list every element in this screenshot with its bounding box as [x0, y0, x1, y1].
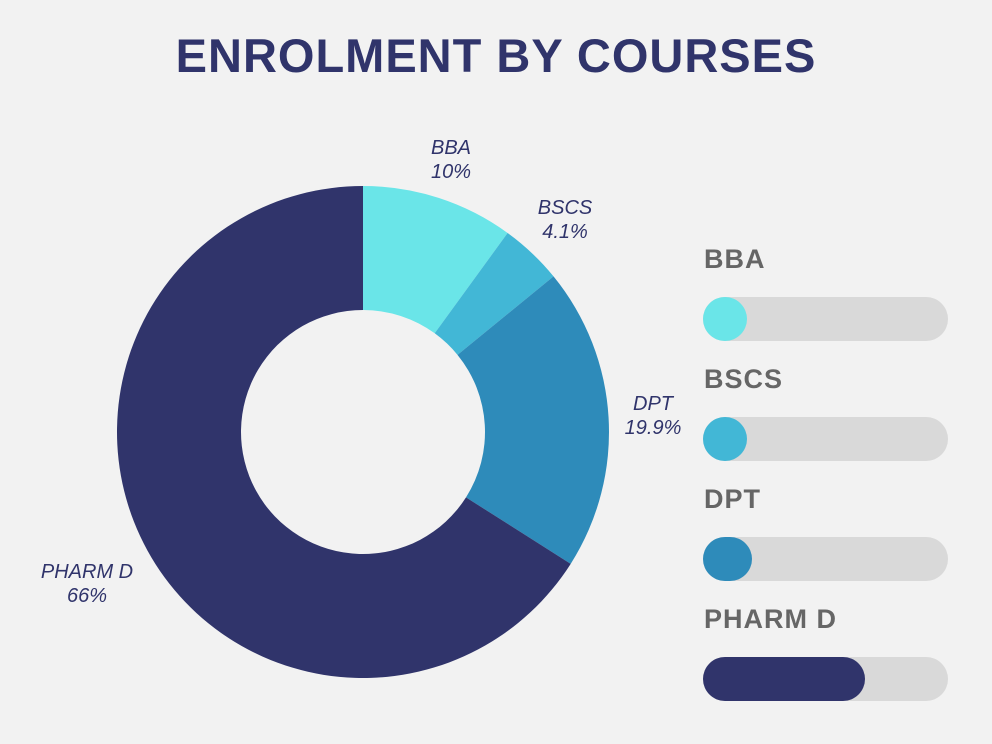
donut-slice-bba — [363, 186, 508, 334]
donut-slice-dpt — [457, 276, 609, 564]
donut-slice-bscs — [434, 232, 554, 355]
slice-label-dpt: DPT 19.9% — [624, 393, 682, 439]
legend-bar-fill — [703, 657, 865, 701]
legend-label-bba: BBA — [704, 244, 766, 274]
legend-bar-bscs — [703, 417, 948, 461]
slice-label-pharm-d: PHARM D 66% — [40, 561, 134, 607]
legend-bar-bba — [703, 297, 948, 341]
legend-label-bscs: BSCS — [704, 364, 784, 394]
legend-bar-fill — [703, 417, 747, 461]
slice-label-bba: BBA 10% — [430, 137, 472, 183]
legend-label-dpt: DPT — [704, 484, 761, 514]
legend-bar-fill — [703, 537, 752, 581]
slice-label-bscs: BSCS 4.1% — [537, 197, 593, 243]
chart-title: ENROLMENT BY COURSES — [175, 29, 817, 82]
donut-slice-pharm-d — [116, 186, 571, 679]
legend-bar-fill — [703, 297, 747, 341]
legend-bar-dpt — [703, 537, 948, 581]
legend-bar-pharm-d — [703, 657, 948, 701]
legend-label-pharm-d: PHARM D — [704, 604, 837, 634]
